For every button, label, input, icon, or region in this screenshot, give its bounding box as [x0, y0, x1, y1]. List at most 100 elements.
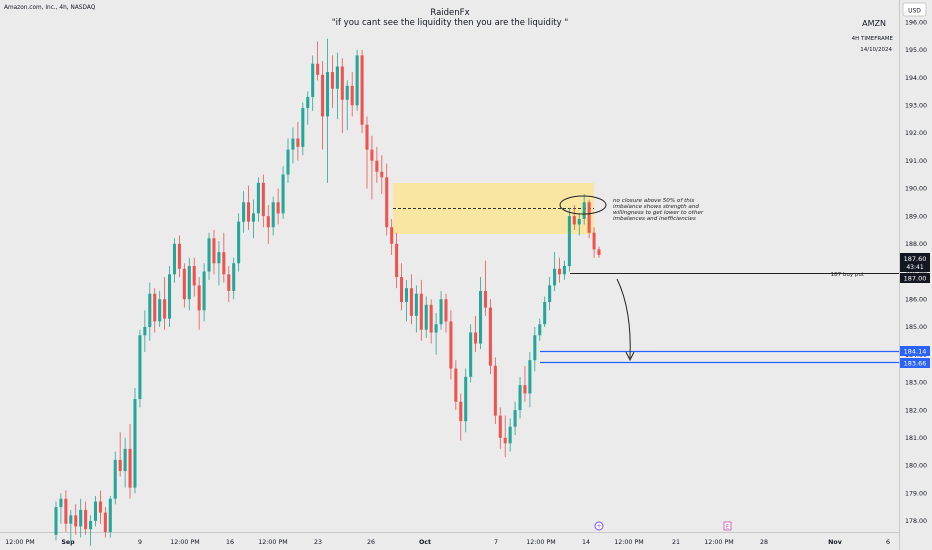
candle — [118, 432, 122, 477]
candle — [414, 285, 418, 333]
candle-body — [375, 160, 379, 172]
svg-text:E: E — [726, 525, 729, 531]
candle — [251, 199, 255, 239]
arrow-head-icon — [625, 351, 635, 362]
top-right-labels: AMZN 4H TIMEFRAME 14/10/2024 — [852, 19, 894, 53]
candle-body — [212, 238, 216, 264]
candle-body — [192, 266, 196, 286]
svg-text:184.14: 184.14 — [904, 348, 927, 356]
candle-body — [380, 171, 384, 178]
candle-body — [464, 376, 468, 422]
candle-body — [237, 221, 241, 264]
candle-body — [434, 324, 438, 333]
candle-body — [187, 266, 191, 300]
candle — [74, 504, 78, 535]
candle — [355, 49, 359, 111]
candle — [360, 49, 364, 133]
candle — [469, 324, 473, 383]
candle-body — [330, 72, 334, 89]
candle-body — [335, 66, 339, 89]
candle-body — [424, 304, 428, 330]
last-price-tag: 187.60 43:41 — [900, 253, 930, 272]
candle-body — [242, 202, 246, 222]
candle — [330, 55, 334, 109]
candle — [197, 277, 201, 330]
candle — [242, 191, 246, 233]
ellipse-marker — [559, 195, 607, 215]
candle — [459, 393, 463, 441]
price-tick-label: 182.00 — [905, 407, 927, 414]
candle — [478, 277, 483, 350]
timeframe-label: 4H TIMEFRAME — [852, 36, 894, 42]
ticker-label: AMZN — [862, 19, 886, 28]
candle — [217, 241, 221, 286]
note-line-2: imbalance shows strength and — [613, 204, 699, 210]
candle-body — [321, 74, 325, 117]
candle — [128, 423, 132, 499]
author-name: RaidenFx — [430, 8, 469, 18]
candle-body — [325, 72, 330, 117]
price-tick-label: 194.00 — [905, 75, 927, 82]
candle — [483, 260, 487, 316]
candle — [340, 58, 344, 133]
currency-button[interactable] — [902, 2, 927, 17]
candle-body — [548, 285, 552, 303]
candle-body — [69, 515, 73, 524]
candle-body — [390, 227, 394, 244]
candle-body — [483, 290, 487, 308]
candle-body — [508, 426, 512, 444]
svg-text:187.00: 187.00 — [904, 275, 927, 283]
candle-body — [163, 299, 167, 319]
candle — [444, 293, 448, 333]
candle — [424, 296, 428, 339]
candle — [103, 507, 107, 538]
candle-body — [340, 66, 344, 100]
candle — [133, 387, 137, 494]
candle — [271, 196, 275, 236]
candle-body — [108, 498, 112, 532]
candle — [592, 227, 596, 258]
candle-body — [474, 332, 478, 344]
candle-body — [291, 138, 295, 150]
candle-body — [316, 63, 320, 75]
candle — [207, 232, 211, 280]
candle-body — [301, 108, 305, 147]
candle-body — [488, 307, 492, 366]
candle-body — [592, 232, 596, 250]
candle-body — [597, 249, 601, 255]
candle — [123, 437, 127, 488]
candle-body — [385, 177, 389, 228]
time-tick-label: Oct — [419, 539, 431, 546]
candle-body — [251, 213, 255, 222]
event-marker-dividend-icon[interactable]: E — [723, 521, 732, 531]
candle — [548, 277, 552, 311]
candle — [276, 188, 280, 225]
candle — [281, 166, 285, 219]
time-tick-label: 12:00 PM — [526, 539, 555, 546]
candle-body — [182, 268, 186, 300]
candle-body — [128, 448, 132, 488]
event-marker-earnings-icon[interactable]: + — [594, 521, 604, 531]
candle — [163, 277, 167, 330]
candle — [232, 257, 236, 300]
candle — [59, 493, 63, 524]
candle-body — [572, 216, 576, 225]
candle — [84, 501, 88, 535]
symbol-info[interactable]: Amazon.com, Inc., 4h, NASDAQ — [4, 5, 96, 11]
date-label: 14/10/2024 — [860, 47, 892, 53]
candle-body — [557, 268, 562, 275]
time-tick-label: 14 — [582, 539, 590, 546]
last-price-value: 187.60 — [904, 255, 927, 263]
candle-body — [543, 302, 547, 325]
candle — [192, 257, 196, 297]
candle-body — [207, 238, 211, 272]
candle — [400, 263, 404, 311]
price-tick-label: 178.00 — [905, 518, 927, 525]
candle — [261, 174, 265, 228]
candle — [311, 55, 315, 111]
candle-body — [123, 448, 127, 472]
price-tick-label: 189.00 — [905, 213, 927, 220]
candle-body — [439, 299, 443, 325]
